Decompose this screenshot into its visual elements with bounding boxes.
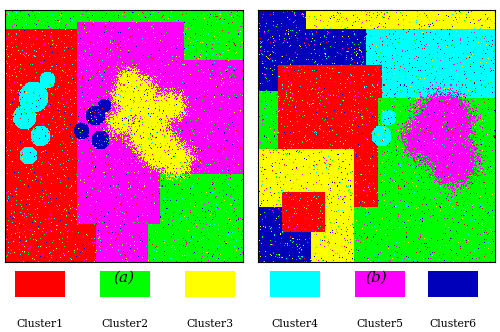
FancyBboxPatch shape bbox=[15, 271, 65, 297]
Text: Cluster6: Cluster6 bbox=[429, 319, 476, 329]
FancyBboxPatch shape bbox=[428, 271, 478, 297]
Text: Cluster5: Cluster5 bbox=[356, 319, 404, 329]
Text: (a): (a) bbox=[114, 271, 134, 285]
Text: Cluster2: Cluster2 bbox=[102, 319, 148, 329]
FancyBboxPatch shape bbox=[185, 271, 235, 297]
Text: Cluster4: Cluster4 bbox=[272, 319, 318, 329]
FancyBboxPatch shape bbox=[270, 271, 320, 297]
FancyBboxPatch shape bbox=[100, 271, 150, 297]
Text: (b): (b) bbox=[365, 271, 387, 285]
Text: Cluster1: Cluster1 bbox=[16, 319, 64, 329]
Text: Cluster3: Cluster3 bbox=[186, 319, 234, 329]
FancyBboxPatch shape bbox=[355, 271, 405, 297]
